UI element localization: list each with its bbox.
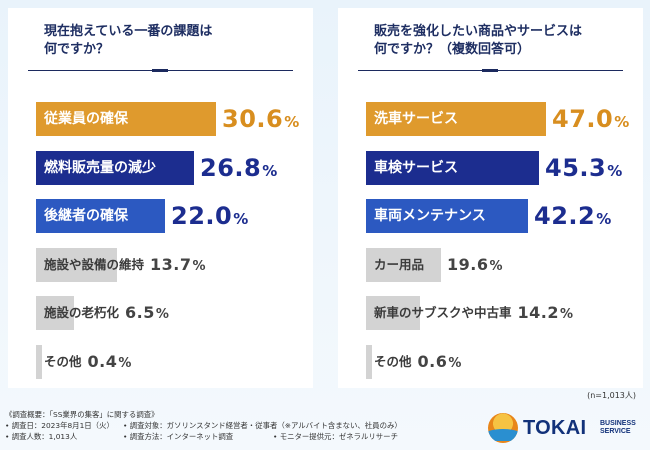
bar-left-2 (36, 150, 194, 185)
bar-label: 燃料販売量の減少 (44, 159, 156, 176)
bar-label: その他 (374, 353, 412, 369)
bar-value-label: 19.6% (447, 254, 504, 274)
bar-left-5 (36, 296, 74, 330)
bar-label: カー用品 (374, 256, 425, 272)
logo-subtitle: BUSINESS SERVICE (600, 420, 636, 436)
right-title-underline (358, 69, 623, 72)
bar-value-label: 0.6% (417, 351, 462, 371)
left-title-underline (28, 69, 293, 72)
survey-date: • 調査日：2023年8月1日（火） (5, 421, 114, 430)
sample-size-note: (n=1,013人) (587, 391, 636, 400)
bar-label: 施設や設備の維持 (44, 256, 145, 272)
bar-label: その他 (44, 353, 82, 369)
bar-value-label: 30.6% (222, 105, 300, 133)
logo-sub-line2: SERVICE (600, 428, 631, 435)
bar-value-label: 6.5% (125, 303, 170, 322)
bar-right-2 (366, 150, 539, 185)
tokai-logo: TOKAI BUSINESS SERVICE (488, 412, 648, 444)
bar-label: 洗車サービス (374, 111, 458, 127)
right-title-line2: 何ですか？（複数回答可） (374, 42, 531, 57)
bar-label: 車両メンテナンス (374, 208, 486, 224)
bar-label: 従業員の確保 (44, 111, 128, 127)
survey-method: • 調査方法：インターネット調査 (123, 432, 234, 441)
bar-value-label: 22.0% (171, 202, 249, 230)
bar-left-4 (36, 247, 117, 282)
bar-value-label: 13.7% (150, 254, 207, 274)
bar-right-1 (366, 102, 546, 136)
right-title-line1: 販売を強化したい商品やサービスは (374, 24, 583, 39)
left-title-line1: 現在抱えている一番の課題は (44, 24, 213, 39)
survey-count: • 調査人数：1,013人 (5, 432, 78, 441)
bar-left-3 (36, 199, 165, 233)
bar-right-4 (366, 247, 441, 282)
right-chart-panel: 販売を強化したい商品やサービスは 何ですか？（複数回答可） 洗車サービス 47.0… (338, 8, 643, 388)
bar-left-6 (36, 344, 42, 379)
bar-right-6 (366, 344, 372, 379)
right-bar-chart: 洗車サービス 47.0% 車検サービス 45.3% 車両メンテナンス 42.2% カー用品 1… (338, 8, 643, 388)
bar-right-3 (366, 199, 528, 233)
overview-heading: 《調査概要：「SS業界の集客」に関する調査》 (5, 410, 159, 419)
bar-label: 新車のサブスクや中古車 (374, 305, 512, 320)
bar-right-5 (366, 296, 420, 330)
survey-overview: 《調査概要：「SS業界の集客」に関する調査》 • 調査日：2023年8月1日（火… (5, 409, 485, 442)
left-chart-panel: 現在抱えている一番の課題は 何ですか？ 従業員の確保 30.6% 燃料販売量の減少 2… (8, 8, 313, 388)
bar-label: 車検サービス (374, 159, 458, 176)
bar-label: 施設の老朽化 (44, 305, 120, 320)
logo-sub-line1: BUSINESS (600, 420, 636, 427)
logo-name: TOKAI (523, 417, 587, 439)
bar-value-label: 47.0% (552, 105, 630, 133)
monitor-provider: • モニター提供元：ゼネラルリサーチ (273, 432, 398, 441)
bar-value-label: 26.8% (200, 153, 278, 182)
right-question-title: 販売を強化したい商品やサービスは 何ですか？（複数回答可） (374, 23, 624, 59)
bar-value-label: 0.4% (87, 351, 132, 371)
left-bar-chart: 従業員の確保 30.6% 燃料販売量の減少 26.8% 後継者の確保 22.0% 施設や設備… (8, 8, 313, 388)
survey-target: • 調査対象：ガソリンスタンド経営者・従事者（※アルバイト含まない、社員のみ） (123, 421, 402, 430)
left-question-title: 現在抱えている一番の課題は 何ですか？ (44, 23, 294, 59)
bar-value-label: 14.2% (517, 303, 574, 322)
bar-label: 後継者の確保 (44, 208, 128, 224)
tokai-emblem-icon (488, 413, 518, 443)
bar-value-label: 42.2% (534, 202, 612, 230)
bar-value-label: 45.3% (545, 153, 623, 182)
left-title-line2: 何ですか？ (44, 42, 110, 57)
bar-left-1 (36, 102, 216, 136)
